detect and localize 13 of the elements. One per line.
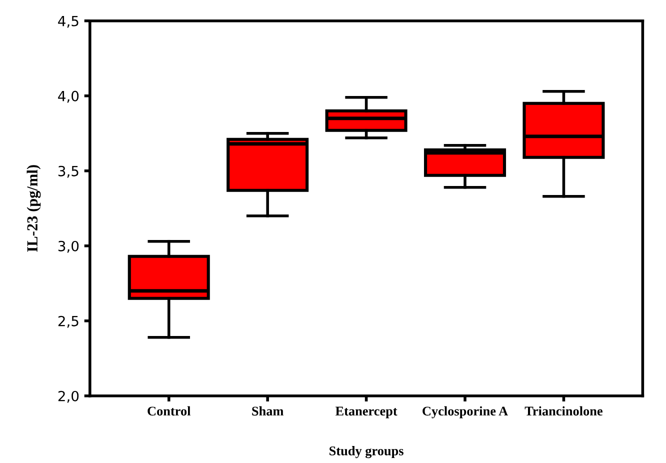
y-axis-title: IL-23 (pg/ml): [26, 165, 41, 252]
y-tick-label: 4,0: [58, 90, 79, 103]
y-tick-label: 4,5: [58, 16, 78, 28]
x-tick-label: Triancinolone: [524, 406, 602, 416]
x-tick-label: Cyclosporine A: [422, 406, 508, 418]
x-tick-label: Sham: [252, 406, 284, 416]
y-tick-label: 3,5: [58, 166, 78, 178]
x-axis-title: Study groups: [330, 446, 404, 458]
x-tick-label: Control: [148, 406, 191, 416]
y-tick-label: 2,0: [58, 390, 79, 403]
y-tick-label: 2,5: [58, 316, 78, 328]
y-tick-label: 3,0: [58, 240, 79, 253]
x-tick-label: Etanercept: [335, 406, 398, 418]
